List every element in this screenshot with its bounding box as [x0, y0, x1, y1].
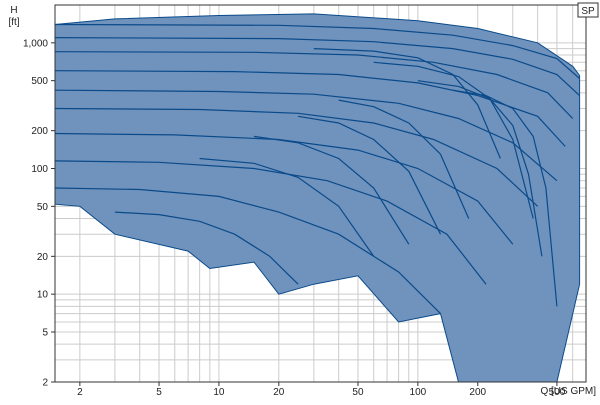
x-tick-label: 50 [352, 387, 364, 398]
y-tick-label: 200 [31, 126, 48, 137]
pump-curve-18 [338, 99, 470, 219]
pump-curve-3 [54, 51, 574, 119]
plot-frame [54, 4, 587, 383]
y-tick-label: 5 [42, 327, 48, 338]
y-tick-label: 2 [42, 378, 48, 389]
y-axis-unit: [ft] [8, 17, 19, 28]
tick-label-layer: 2 5 10 20 50 100 200 500 2 5 10 20 50 100 200 500 1,000 [23, 38, 566, 398]
curve-layer [54, 23, 581, 315]
x-tick-label: 200 [469, 387, 486, 398]
axis-layer [54, 4, 587, 383]
x-axis-label: Q [US GPM] [540, 386, 596, 397]
pump-curve-10 [114, 211, 299, 285]
pump-curve-11 [313, 48, 501, 159]
pump-curve-8 [54, 160, 487, 285]
y-axis-label: H [10, 5, 17, 16]
pump-curve-15 [199, 157, 375, 257]
pump-curve-16 [253, 135, 410, 245]
y-tick-label: 1,000 [23, 38, 48, 49]
pump-curve-9 [54, 187, 441, 315]
sp-badge-box [577, 2, 599, 18]
x-tick-label: 20 [273, 387, 285, 398]
x-tick-label: 10 [213, 387, 225, 398]
x-tick-label: 5 [156, 387, 162, 398]
pump-curve-6 [54, 107, 539, 207]
pump-curve-14 [452, 89, 558, 307]
y-tick-label: 20 [37, 252, 49, 263]
sp-badge: SP [581, 6, 595, 17]
x-tick-label: 500 [549, 387, 566, 398]
pump-curve-13 [417, 80, 543, 257]
y-tick-label: 10 [37, 290, 49, 301]
x-tick-label: 100 [410, 387, 427, 398]
pump-curve-1 [54, 23, 580, 79]
pump-curve-5 [54, 89, 558, 182]
pump-curve-2 [54, 37, 581, 97]
y-tick-label: 500 [31, 76, 48, 87]
pump-curve-12 [373, 61, 534, 219]
y-tick-label: 50 [37, 202, 49, 213]
pump-curve-17 [298, 115, 442, 235]
pump-curve-7 [54, 132, 514, 245]
y-tick-label: 100 [31, 164, 48, 175]
pump-curve-4 [54, 70, 566, 147]
x-tick-label: 2 [77, 387, 83, 398]
